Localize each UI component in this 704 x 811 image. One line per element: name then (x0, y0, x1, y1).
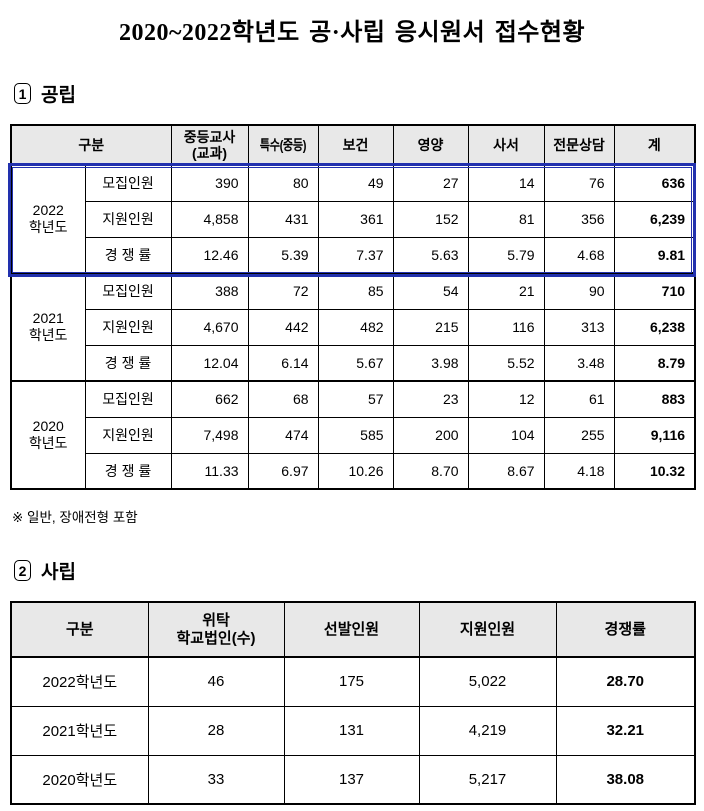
section2-heading-label: 사립 (41, 562, 76, 583)
table-row: 2021 학년도 모집인원 388 72 85 54 21 90 710 (10, 272, 696, 382)
header-yeongyang: 영양 (392, 124, 469, 166)
section1-number-box: 1 (14, 83, 31, 104)
private-table-header-row: 구분 위탁 학교법인(수) 선발인원 지원인원 경쟁률 (10, 601, 696, 658)
header-teuksu: 특수(중등) (247, 124, 319, 166)
table-row: 2022학년도 46 175 5,022 28.70 (10, 656, 696, 707)
section1-heading: 1 공립 (14, 80, 704, 107)
table-row: 지원인원 4,858 431 361 152 81 356 6,239 (11, 200, 696, 238)
row-label: 모집인원 (84, 272, 172, 310)
section1-heading-label: 공립 (41, 85, 76, 106)
row-label: 지원인원 (84, 416, 172, 454)
header-jungdeung-gyosa: 중등교사 (교과) (170, 124, 249, 166)
footnote: ※ 일반, 장애전형 포함 (12, 510, 138, 525)
section2-heading: 2 사립 (14, 557, 704, 584)
row-label: 경 쟁 률 (84, 344, 172, 382)
page-title: 2020~2022학년도 공·사립 응시원서 접수현황 (118, 20, 586, 46)
table-row: 경 쟁 률 11.33 6.97 10.26 8.70 8.67 4.18 10… (11, 452, 696, 490)
table-row: 2021학년도 28 131 4,219 32.21 (10, 705, 696, 756)
row-label: 2021학년도 (10, 705, 149, 756)
row-label: 모집인원 (84, 164, 172, 202)
table-row: 경 쟁 률 12.46 5.39 7.37 5.63 5.79 4.68 9.8… (11, 236, 696, 274)
row-label: 경 쟁 률 (84, 236, 172, 274)
year-cell-2022: 2022 학년도 (10, 164, 86, 274)
row-label: 지원인원 (84, 308, 172, 346)
header-jeonmunsangdam: 전문상담 (543, 124, 615, 166)
year-cell-2020: 2020 학년도 (10, 380, 86, 490)
header-seonbal-inwon: 선발인원 (283, 601, 420, 658)
table-row: 지원인원 4,670 442 482 215 116 313 6,238 (11, 308, 696, 346)
section2-number-box: 2 (14, 560, 31, 581)
table-row: 지원인원 7,498 474 585 200 104 255 9,116 (11, 416, 696, 454)
header-gye: 계 (613, 124, 696, 166)
header-gubun: 구분 (10, 601, 149, 658)
header-witak-hakgyobeopin: 위탁 학교법인(수) (147, 601, 285, 658)
row-label: 2022학년도 (10, 656, 149, 707)
row-label: 경 쟁 률 (84, 452, 172, 490)
public-table-header-row: 구분 중등교사 (교과) 특수(중등) 보건 영양 사서 전문상담 계 (10, 124, 696, 166)
table-row: 2020 학년도 모집인원 662 68 57 23 12 61 883 (10, 380, 696, 490)
table-row: 경 쟁 률 12.04 6.14 5.67 3.98 5.52 3.48 8.7… (11, 344, 696, 382)
header-jiwon-inwon: 지원인원 (418, 601, 557, 658)
row-label: 모집인원 (84, 380, 172, 418)
table-row: 2022 학년도 모집인원 390 80 49 27 14 76 636 (10, 164, 696, 274)
private-table: 구분 위탁 학교법인(수) 선발인원 지원인원 경쟁률 2022학년도 46 1… (10, 601, 696, 805)
row-label: 지원인원 (84, 200, 172, 238)
table-row: 2020학년도 33 137 5,217 38.08 (10, 754, 696, 805)
header-bogeon: 보건 (317, 124, 394, 166)
public-table: 구분 중등교사 (교과) 특수(중등) 보건 영양 사서 전문상담 계 (10, 124, 697, 490)
row-label: 2020학년도 (10, 754, 149, 805)
public-table-container: 구분 중등교사 (교과) 특수(중등) 보건 영양 사서 전문상담 계 (0, 124, 704, 490)
header-gyeongjaengryul: 경쟁률 (555, 601, 696, 658)
header-gubun: 구분 (10, 124, 172, 166)
year-cell-2021: 2021 학년도 (10, 272, 86, 382)
header-saseo: 사서 (467, 124, 545, 166)
